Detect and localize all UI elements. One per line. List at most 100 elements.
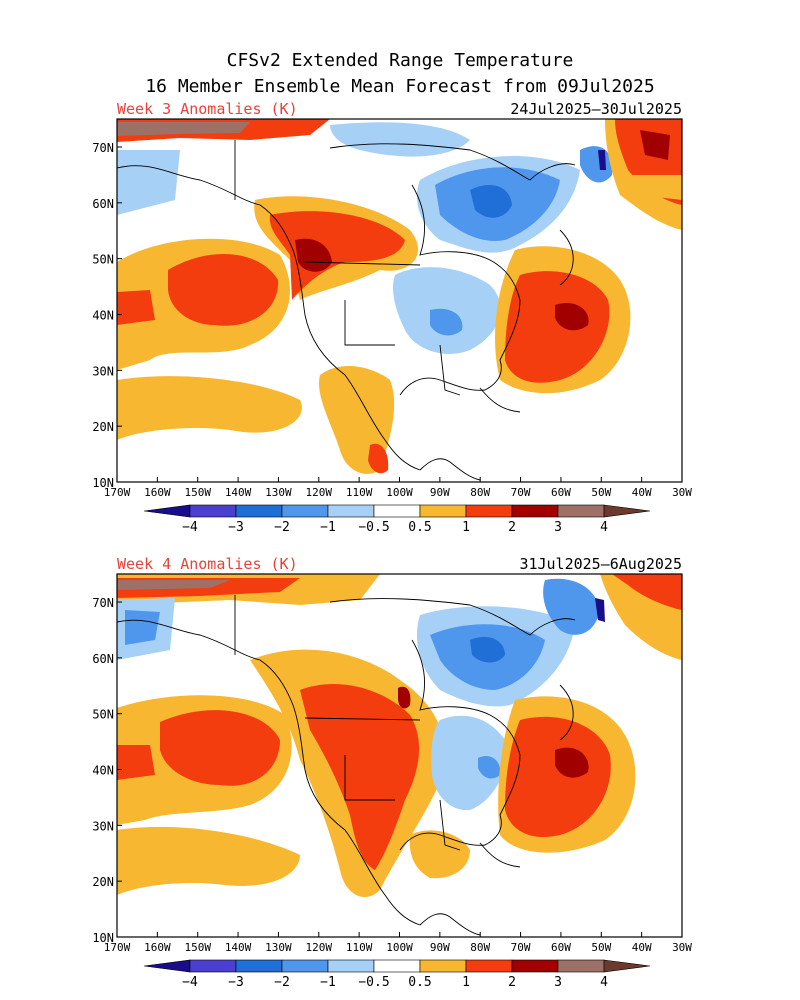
colorbar-end-high xyxy=(603,504,651,518)
panel-week4: Week 4 Anomalies (K) 31Jul2025–6Aug2025 xyxy=(92,555,692,990)
lon-tick-label: 40W xyxy=(632,941,652,954)
colorbar-box xyxy=(235,959,283,973)
lon-tick-label: 40W xyxy=(632,486,652,499)
lon-tick-label: 160W xyxy=(144,486,171,499)
colorbar-box xyxy=(465,504,513,518)
lat-tick-label: 10N xyxy=(92,476,114,490)
panel-week4-lon-axis: 170W 160W 150W 140W 130W 120W 110W 100W 90W 80W 70… xyxy=(104,932,692,954)
colorbar-label: −0.5 xyxy=(358,975,389,990)
colorbar-box xyxy=(557,959,605,973)
lon-tick-label: 50W xyxy=(591,941,611,954)
lon-tick-label: 100W xyxy=(386,941,413,954)
lon-tick-label: 110W xyxy=(346,486,373,499)
colorbar-box xyxy=(327,504,375,518)
colorbar-label: 1 xyxy=(462,520,470,535)
colorbar-box xyxy=(419,504,467,518)
lon-tick-label: 70W xyxy=(511,941,531,954)
colorbar-box xyxy=(511,504,559,518)
figure-title-line1: CFSv2 Extended Range Temperature xyxy=(227,50,574,71)
colorbar-label: 2 xyxy=(508,975,516,990)
figure-title-line2: 16 Member Ensemble Mean Forecast from 09… xyxy=(145,76,654,97)
lat-tick-label: 60N xyxy=(92,652,114,666)
panel-week4-coastlines xyxy=(117,595,576,936)
colorbar-box xyxy=(557,504,605,518)
panel-week3: Week 3 Anomalies (K) 24Jul2025–30Jul2025 xyxy=(92,100,692,535)
lon-tick-label: 140W xyxy=(225,486,252,499)
colorbar-box xyxy=(373,504,421,518)
panel-week3-coastlines xyxy=(117,140,576,481)
colorbar-box xyxy=(419,959,467,973)
lon-tick-label: 120W xyxy=(306,486,333,499)
colorbar-end-high xyxy=(603,959,651,973)
lat-tick-label: 30N xyxy=(92,819,114,833)
colorbar-end-low xyxy=(143,504,191,518)
colorbar-label: 0.5 xyxy=(408,520,431,535)
lon-tick-label: 110W xyxy=(346,941,373,954)
panel-week4-label: Week 4 Anomalies (K) xyxy=(117,555,298,573)
lat-tick-label: 70N xyxy=(92,141,114,155)
lon-tick-label: 80W xyxy=(470,486,490,499)
colorbar-label: 4 xyxy=(600,975,608,990)
panel-week3-dates: 24Jul2025–30Jul2025 xyxy=(510,100,682,118)
lon-tick-label: 50W xyxy=(591,486,611,499)
lat-tick-label: 40N xyxy=(92,309,114,323)
colorbar-box xyxy=(189,959,237,973)
panel-week3-lon-axis: 170W 160W 150W 140W 130W 120W 110W 100W 90W 80W 70… xyxy=(104,477,692,499)
lon-tick-label: 170W xyxy=(104,941,131,954)
lat-tick-label: 30N xyxy=(92,364,114,378)
colorbar-label: −0.5 xyxy=(358,520,389,535)
colorbar-label: 3 xyxy=(554,520,562,535)
lon-tick-label: 130W xyxy=(265,486,292,499)
lon-tick-label: 90W xyxy=(430,486,450,499)
panel-week3-label: Week 3 Anomalies (K) xyxy=(117,100,298,118)
lat-tick-label: 20N xyxy=(92,420,114,434)
colorbar-label: −2 xyxy=(274,975,290,990)
lon-tick-label: 90W xyxy=(430,941,450,954)
panel-week3-colorbar: −4 −3 −2 −1 −0.5 0.5 1 2 3 4 xyxy=(143,504,651,535)
colorbar-label: −3 xyxy=(228,520,244,535)
lon-tick-label: 120W xyxy=(306,941,333,954)
lon-tick-label: 80W xyxy=(470,941,490,954)
colorbar-box xyxy=(189,504,237,518)
lon-tick-label: 30W xyxy=(672,486,692,499)
panel-week4-anomaly-field xyxy=(117,574,682,937)
lon-tick-label: 60W xyxy=(551,941,571,954)
colorbar-label: −1 xyxy=(320,975,336,990)
lon-tick-label: 140W xyxy=(225,941,252,954)
lat-tick-label: 60N xyxy=(92,197,114,211)
lat-tick-label: 20N xyxy=(92,875,114,889)
panel-week4-lat-axis: 70N 60N 50N 40N 30N 20N 10N xyxy=(92,596,122,945)
lon-tick-label: 150W xyxy=(184,486,211,499)
lon-tick-label: 100W xyxy=(386,486,413,499)
colorbar-label: 0.5 xyxy=(408,975,431,990)
lat-tick-label: 70N xyxy=(92,596,114,610)
colorbar-label: 3 xyxy=(554,975,562,990)
lon-tick-label: 170W xyxy=(104,486,131,499)
colorbar-label: −3 xyxy=(228,975,244,990)
colorbar-box xyxy=(327,959,375,973)
colorbar-label: −4 xyxy=(182,975,198,990)
colorbar-label: −1 xyxy=(320,520,336,535)
panel-week4-dates: 31Jul2025–6Aug2025 xyxy=(519,555,682,573)
panel-week3-lat-axis: 70N 60N 50N 40N 30N 20N 10N xyxy=(92,141,122,490)
colorbar-box xyxy=(511,959,559,973)
colorbar-box xyxy=(235,504,283,518)
lon-tick-label: 160W xyxy=(144,941,171,954)
colorbar-label: 2 xyxy=(508,520,516,535)
colorbar-label: −2 xyxy=(274,520,290,535)
colorbar-box xyxy=(281,959,329,973)
lon-tick-label: 150W xyxy=(184,941,211,954)
lat-tick-label: 50N xyxy=(92,253,114,267)
lon-tick-label: 60W xyxy=(551,486,571,499)
lat-tick-label: 10N xyxy=(92,931,114,945)
colorbar-box xyxy=(281,504,329,518)
lon-tick-label: 130W xyxy=(265,941,292,954)
colorbar-label: −4 xyxy=(182,520,198,535)
panel-week4-colorbar: −4 −3 −2 −1 −0.5 0.5 1 2 3 4 xyxy=(143,959,651,990)
colorbar-label: 1 xyxy=(462,975,470,990)
colorbar-box xyxy=(465,959,513,973)
lat-tick-label: 40N xyxy=(92,764,114,778)
colorbar-label: 4 xyxy=(600,520,608,535)
colorbar-box xyxy=(373,959,421,973)
